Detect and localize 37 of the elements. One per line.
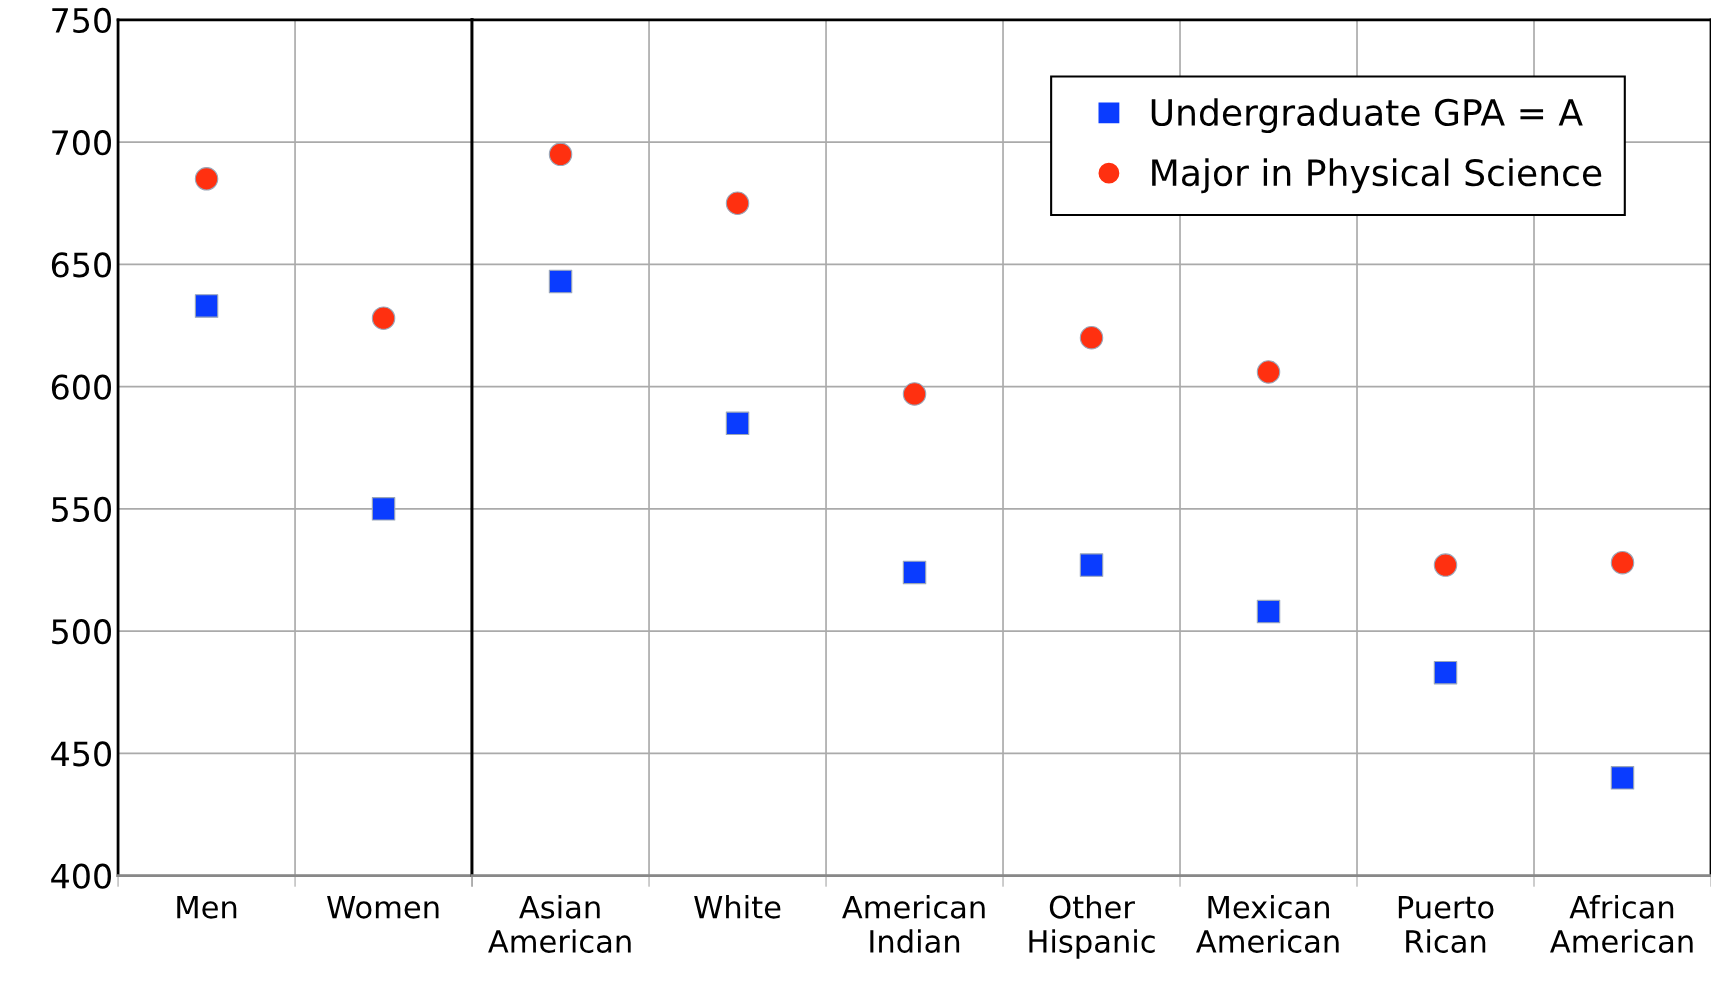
- point: [1256, 599, 1281, 624]
- point: [1610, 766, 1635, 790]
- point: [725, 411, 750, 436]
- x-tick-label: Puerto Rican: [1398, 895, 1494, 953]
- point: [902, 560, 927, 585]
- point: [902, 382, 927, 406]
- x-tick-label: White: [694, 895, 781, 919]
- x-tick-label: Women: [327, 895, 439, 919]
- y-tick-label: 700: [52, 130, 111, 156]
- x-tick-label: Men: [177, 895, 237, 919]
- point: [725, 191, 750, 216]
- point: [548, 269, 573, 294]
- point: [548, 142, 573, 167]
- legend-label: Undergraduate GPA = A: [1151, 98, 1583, 134]
- point: [1610, 550, 1635, 575]
- y-tick-label: 650: [51, 252, 111, 278]
- x-tick-label: African American: [1550, 895, 1693, 953]
- point: [1079, 325, 1104, 350]
- y-tick-label: 450: [51, 741, 111, 767]
- point: [371, 306, 396, 330]
- point: [1079, 553, 1104, 577]
- point: [371, 497, 396, 521]
- point: [1433, 553, 1458, 577]
- y-tick-label: 750: [52, 7, 111, 34]
- y-tick-label: 600: [51, 374, 111, 400]
- x-tick-label: Other Hispanic: [1029, 895, 1155, 959]
- point: [1256, 360, 1281, 384]
- x-tick-label: American Indian: [842, 895, 985, 953]
- point: [194, 294, 219, 318]
- x-tick-label: Mexican American: [1196, 895, 1339, 953]
- x-tick-label: Asian American: [488, 895, 631, 953]
- legend-label: Major in Physical Science: [1152, 158, 1602, 194]
- point: [194, 167, 219, 191]
- y-tick-label: 550: [52, 496, 111, 523]
- y-tick-label: 500: [52, 619, 111, 645]
- point: [1433, 660, 1458, 685]
- y-tick-label: 400: [51, 863, 111, 889]
